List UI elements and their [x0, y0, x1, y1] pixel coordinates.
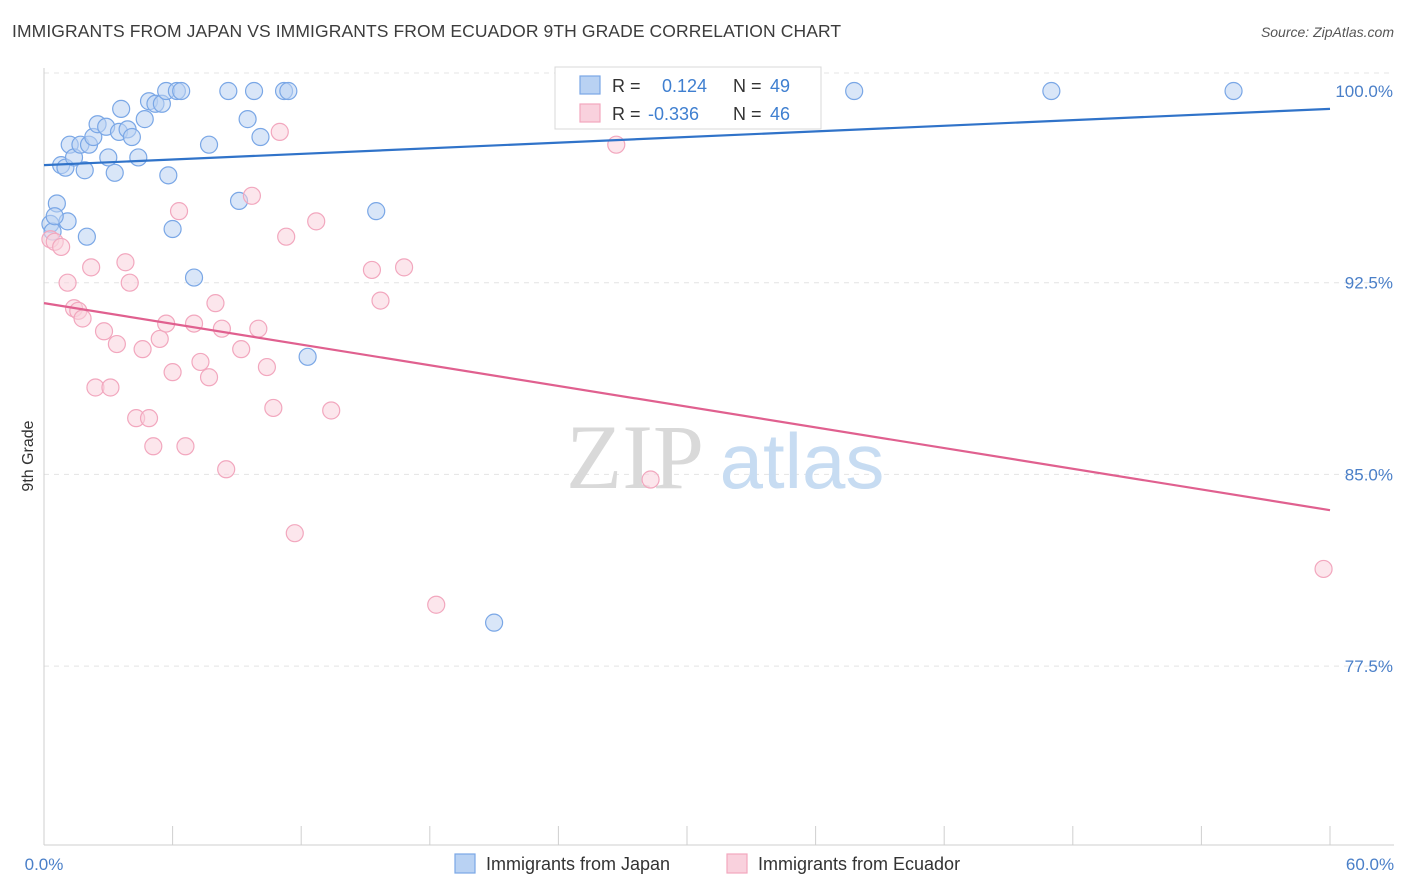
- point-ecuador: [94, 322, 114, 341]
- stats-legend: R = 0.124 N = 49 R = -0.336 N = 46: [554, 66, 822, 130]
- y-tick-label: 100.0%: [1335, 82, 1393, 101]
- point-japan: [244, 81, 264, 101]
- point-japan: [279, 81, 298, 101]
- point-japan: [112, 99, 131, 118]
- stats-n-label-japan: N =: [733, 76, 762, 96]
- point-ecuador: [73, 309, 92, 328]
- stats-r-value-ecuador: -0.336: [648, 104, 699, 124]
- chart-source: Source: ZipAtlas.com: [1260, 24, 1394, 40]
- point-ecuador: [607, 135, 626, 154]
- point-ecuador: [144, 437, 163, 456]
- point-ecuador: [191, 352, 210, 372]
- chart-title: IMMIGRANTS FROM JAPAN VS IMMIGRANTS FROM…: [12, 21, 842, 41]
- point-ecuador: [217, 460, 236, 479]
- y-tick-labels: 100.0% 92.5% 85.0% 77.5%: [1335, 82, 1393, 676]
- stats-r-value-japan: 0.124: [662, 76, 707, 96]
- point-ecuador: [163, 363, 182, 382]
- point-japan: [105, 163, 124, 182]
- stats-n-label-ecuador: N =: [733, 104, 762, 124]
- point-japan: [184, 268, 204, 287]
- point-japan: [219, 81, 238, 101]
- legend-label-japan: Immigrants from Japan: [486, 854, 670, 874]
- point-japan: [1224, 81, 1243, 101]
- point-ecuador: [277, 227, 296, 246]
- point-japan: [172, 81, 191, 101]
- legend-swatch-japan: [454, 853, 476, 874]
- point-japan: [75, 161, 94, 180]
- x-axis-ticks: [172, 826, 1331, 845]
- y-tick-label: 85.0%: [1345, 465, 1393, 484]
- gridlines: [44, 72, 1394, 667]
- legend-label-ecuador: Immigrants from Ecuador: [758, 854, 960, 874]
- stats-swatch-ecuador: [579, 103, 601, 123]
- point-ecuador: [270, 122, 289, 141]
- point-ecuador: [82, 258, 101, 277]
- point-japan: [45, 207, 64, 226]
- x-tick-label-max: 60.0%: [1346, 855, 1394, 874]
- y-tick-label: 77.5%: [1345, 657, 1393, 676]
- point-ecuador: [150, 329, 169, 349]
- watermark-zip: ZIP: [566, 406, 704, 508]
- point-ecuador: [133, 340, 152, 359]
- point-ecuador: [169, 202, 189, 221]
- stats-swatch-japan: [579, 75, 601, 95]
- point-japan: [135, 110, 154, 129]
- stats-r-label-japan: R =: [612, 76, 641, 96]
- watermark: ZIP atlas: [566, 406, 884, 508]
- point-ecuador: [206, 294, 225, 313]
- point-ecuador: [52, 237, 71, 257]
- point-japan: [163, 219, 182, 239]
- point-ecuador: [1314, 559, 1333, 579]
- point-japan: [238, 110, 257, 129]
- point-japan: [77, 227, 96, 246]
- watermark-atlas: atlas: [720, 417, 885, 505]
- scatter-points: [41, 81, 1333, 632]
- point-ecuador: [307, 212, 326, 231]
- point-ecuador: [362, 260, 382, 280]
- point-japan: [251, 127, 270, 147]
- bottom-legend: Immigrants from Japan Immigrants from Ec…: [454, 853, 960, 874]
- point-japan: [199, 135, 219, 154]
- point-ecuador: [116, 253, 135, 272]
- stats-n-value-ecuador: 46: [770, 104, 790, 124]
- point-ecuador: [641, 470, 660, 489]
- legend-swatch-ecuador: [726, 853, 748, 874]
- y-axis-label: 9th Grade: [20, 420, 37, 491]
- point-ecuador: [242, 186, 262, 205]
- stats-r-label-ecuador: R =: [612, 104, 641, 124]
- point-ecuador: [120, 273, 139, 292]
- stats-n-value-japan: 49: [770, 76, 790, 96]
- point-japan: [129, 148, 148, 167]
- point-japan: [485, 613, 504, 632]
- point-ecuador: [212, 319, 231, 338]
- point-ecuador: [427, 595, 446, 614]
- point-japan: [367, 202, 386, 221]
- trend-line-ecuador: [43, 302, 1331, 512]
- point-ecuador: [322, 401, 341, 420]
- point-ecuador: [199, 368, 219, 387]
- point-ecuador: [184, 314, 204, 333]
- trend-line-japan: [43, 107, 1331, 167]
- point-ecuador: [257, 357, 277, 377]
- x-tick-label-min: 0.0%: [25, 855, 64, 874]
- point-ecuador: [107, 334, 126, 354]
- point-japan: [122, 127, 141, 147]
- point-ecuador: [139, 409, 159, 428]
- point-japan: [159, 166, 178, 185]
- point-japan: [1042, 81, 1061, 101]
- point-ecuador: [58, 273, 77, 292]
- point-ecuador: [264, 398, 283, 418]
- point-ecuador: [176, 437, 195, 456]
- y-tick-label: 92.5%: [1345, 274, 1393, 293]
- point-ecuador: [394, 258, 414, 277]
- point-ecuador: [232, 340, 251, 359]
- point-ecuador: [101, 378, 120, 397]
- trend-lines: [43, 107, 1331, 512]
- point-ecuador: [371, 291, 390, 310]
- point-japan: [298, 347, 317, 366]
- point-ecuador: [249, 319, 268, 338]
- point-ecuador: [285, 524, 304, 543]
- point-japan: [845, 81, 864, 101]
